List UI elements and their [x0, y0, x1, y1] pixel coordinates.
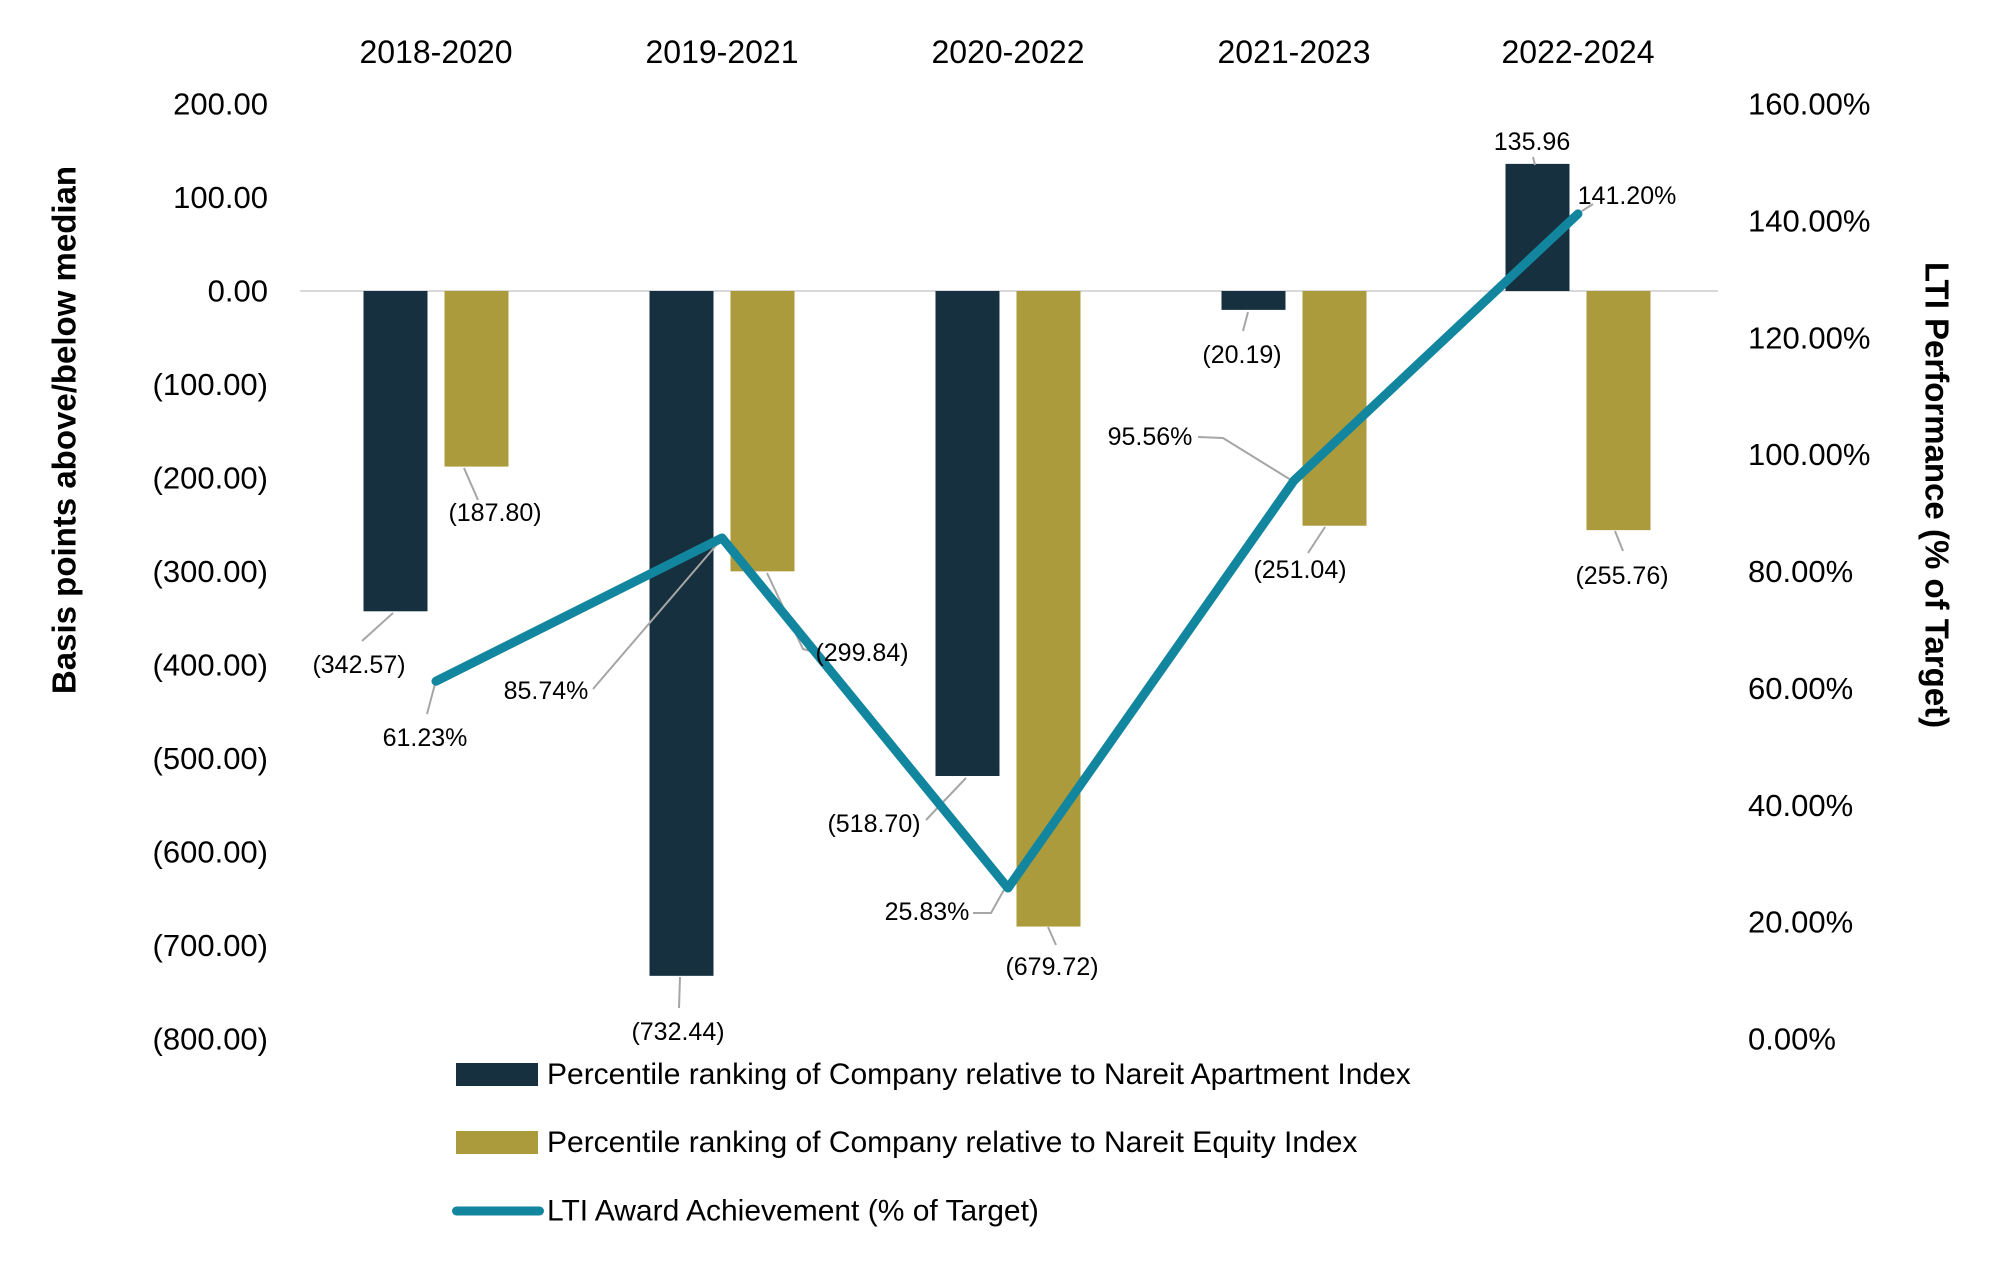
left-axis-tick: 200.00: [173, 87, 268, 122]
left-axis-tick: (500.00): [153, 741, 268, 776]
legend-swatch-equity: [456, 1131, 538, 1154]
left-axis-tick: (300.00): [153, 554, 268, 589]
right-axis-tick: 0.00%: [1748, 1022, 1836, 1057]
legend-label-lti: LTI Award Achievement (% of Target): [547, 1195, 1039, 1228]
right-axis-tick: 120.00%: [1748, 320, 1870, 355]
lti-leader-2020-2022: [973, 887, 1006, 914]
lti-leader-2018-2020: [426, 683, 436, 715]
left-axis-tick: (600.00): [153, 835, 268, 870]
category-label: 2018-2020: [359, 34, 512, 70]
apartment-leader-2019-2021: [678, 976, 681, 1009]
right-axis-tick: 100.00%: [1748, 437, 1870, 472]
bar-apartment-2021-2023: [1221, 291, 1286, 310]
left-axis-tick: (100.00): [153, 367, 268, 402]
right-axis-tick: 160.00%: [1748, 87, 1870, 122]
equity-leader-2020-2022: [1047, 926, 1057, 946]
legend-swatch-apartment: [456, 1063, 538, 1086]
lti-data-label: 141.20%: [1578, 182, 1677, 210]
bar-equity-2020-2022: [1016, 291, 1081, 927]
left-axis-tick: 100.00: [173, 180, 268, 215]
left-axis-tick: 0.00: [208, 274, 268, 309]
lti-data-label: 95.56%: [1108, 423, 1193, 451]
equity-data-label: (251.04): [1253, 556, 1346, 584]
right-axis-tick: 60.00%: [1748, 671, 1853, 706]
apartment-leader-2020-2022: [925, 777, 967, 821]
lti-data-label: 61.23%: [383, 724, 468, 752]
lti-leader-2019-2021: [592, 541, 720, 690]
bar-apartment-2019-2021: [649, 291, 714, 976]
category-label: 2022-2024: [1501, 34, 1654, 70]
right-axis-tick: 80.00%: [1748, 554, 1853, 589]
right-axis-title: LTI Performance (% of Target): [1919, 262, 1956, 728]
apartment-data-label: (732.44): [631, 1018, 724, 1046]
right-axis-tick: 40.00%: [1748, 788, 1853, 823]
equity-data-label: (299.84): [815, 639, 908, 667]
apartment-leader-2022-2024: [1532, 156, 1536, 166]
bar-apartment-2020-2022: [935, 291, 1000, 776]
left-axis-title: Basis points above/below median: [46, 166, 83, 694]
left-axis-tick: (800.00): [153, 1022, 268, 1057]
lti-leader-2021-2023: [1197, 436, 1292, 481]
bar-equity-2022-2024: [1586, 291, 1651, 531]
left-axis-tick: (200.00): [153, 461, 268, 496]
right-axis-tick: 20.00%: [1748, 905, 1853, 940]
apartment-data-label: (20.19): [1202, 341, 1281, 369]
lti-leader-2022-2024: [1581, 203, 1594, 212]
equity-data-label: (187.80): [448, 499, 541, 527]
right-axis-tick: 140.00%: [1748, 203, 1870, 238]
bar-equity-2021-2023: [1302, 291, 1367, 526]
apartment-data-label: (342.57): [312, 651, 405, 679]
legend-swatch-lti-line: [452, 1206, 544, 1216]
equity-leader-2021-2023: [1307, 526, 1326, 554]
category-label: 2021-2023: [1217, 34, 1370, 70]
bar-equity-2018-2020: [444, 291, 509, 467]
bar-apartment-2018-2020: [363, 291, 428, 612]
apartment-data-label: (518.70): [827, 810, 920, 838]
equity-data-label: (255.76): [1575, 562, 1668, 590]
left-axis-tick: (400.00): [153, 648, 268, 683]
category-label: 2020-2022: [931, 34, 1084, 70]
equity-leader-2018-2020: [463, 467, 479, 501]
bar-equity-2019-2021: [730, 291, 795, 572]
lti-data-label: 25.83%: [885, 898, 970, 926]
legend-label-equity: Percentile ranking of Company relative t…: [547, 1126, 1357, 1159]
apartment-leader-2021-2023: [1242, 311, 1249, 332]
equity-leader-2022-2024: [1614, 530, 1624, 552]
legend-label-apartment: Percentile ranking of Company relative t…: [547, 1058, 1411, 1091]
lti-award-line: [431, 209, 1583, 893]
category-label: 2019-2021: [645, 34, 798, 70]
apartment-data-label: 135.96: [1494, 128, 1570, 156]
lti-data-label: 85.74%: [504, 677, 589, 705]
left-axis-tick: (700.00): [153, 928, 268, 963]
apartment-leader-2018-2020: [361, 612, 394, 642]
equity-data-label: (679.72): [1005, 953, 1098, 981]
